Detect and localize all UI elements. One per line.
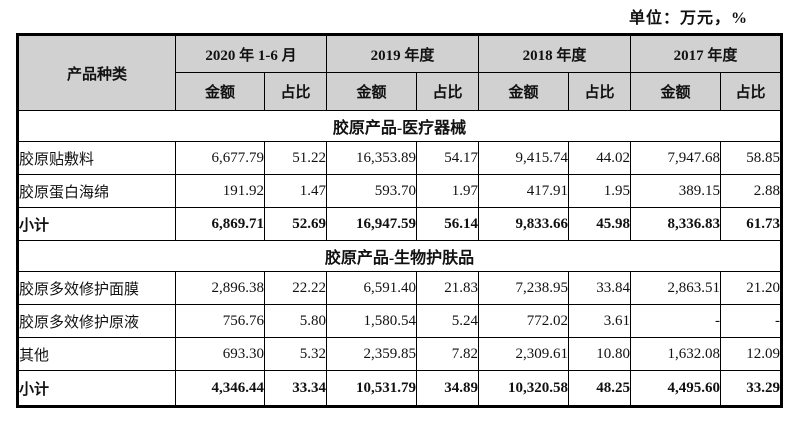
cell-ratio-2020: 22.22 [264, 271, 327, 305]
unit-label: 单位：万元，% [628, 10, 748, 27]
table-row-repair-serum: 胶原多效修护原液 756.76 5.80 1,580.54 5.24 772.0… [17, 304, 783, 338]
cell-amount-2017: 2,863.51 [630, 271, 722, 305]
col-header-amount-2017: 金额 [630, 72, 722, 111]
cell-ratio-2017: 2.88 [720, 174, 783, 208]
cell-amount-2020: 6,677.79 [175, 141, 265, 175]
cell-amount-2017: 4,495.60 [630, 370, 722, 407]
cell-ratio-2019: 1.97 [415, 174, 480, 208]
row-label: 小计 [17, 207, 176, 241]
table-row-subtotal-medical: 小计 6,869.71 52.69 16,947.59 56.14 9,833.… [17, 207, 783, 241]
row-label: 胶原蛋白海绵 [17, 174, 176, 208]
cell-ratio-2020: 5.32 [264, 337, 327, 371]
cell-ratio-2017: - [720, 304, 783, 338]
section-title: 胶原产品-生物护肤品 [16, 240, 783, 272]
col-header-amount-2020: 金额 [175, 72, 265, 111]
table-row-collagen-dressing: 胶原贴敷料 6,677.79 51.22 16,353.89 54.17 9,4… [17, 141, 783, 175]
cell-ratio-2018: 3.61 [568, 304, 632, 338]
col-header-period-2019: 2019 年度 [325, 34, 480, 73]
cell-amount-2018: 9,415.74 [478, 141, 570, 175]
section-header-bio-skincare: 胶原产品-生物护肤品 [16, 240, 783, 272]
row-label: 小计 [17, 370, 176, 407]
cell-amount-2020: 756.76 [175, 304, 265, 338]
cell-amount-2019: 6,591.40 [326, 271, 417, 305]
cell-ratio-2019: 21.83 [415, 271, 480, 305]
cell-ratio-2017: 61.73 [720, 207, 783, 241]
col-header-ratio-2018: 占比 [568, 72, 632, 111]
cell-amount-2020: 693.30 [175, 337, 265, 371]
cell-amount-2017: 8,336.83 [630, 207, 722, 241]
col-header-ratio-2020: 占比 [264, 72, 327, 111]
cell-amount-2019: 1,580.54 [326, 304, 417, 338]
cell-ratio-2018: 44.02 [568, 141, 632, 175]
cell-amount-2020: 2,896.38 [175, 271, 265, 305]
col-header-ratio-2019: 占比 [415, 72, 480, 111]
cell-amount-2019: 2,359.85 [326, 337, 417, 371]
col-header-product-category: 产品种类 [17, 34, 176, 111]
cell-amount-2018: 772.02 [478, 304, 570, 338]
col-header-ratio-2017: 占比 [720, 72, 783, 111]
cell-ratio-2019: 5.24 [415, 304, 480, 338]
table-row-other: 其他 693.30 5.32 2,359.85 7.82 2,309.61 10… [17, 337, 783, 371]
col-header-amount-2019: 金额 [326, 72, 417, 111]
section-title: 胶原产品-医疗器械 [16, 110, 783, 142]
cell-amount-2017: 7,947.68 [630, 141, 722, 175]
cell-amount-2017: 1,632.08 [630, 337, 722, 371]
cell-ratio-2020: 1.47 [264, 174, 327, 208]
cell-ratio-2020: 33.34 [264, 370, 327, 407]
cell-ratio-2018: 45.98 [568, 207, 632, 241]
cell-amount-2018: 10,320.58 [478, 370, 570, 407]
cell-ratio-2019: 7.82 [415, 337, 480, 371]
row-label: 胶原多效修护原液 [17, 304, 176, 338]
cell-amount-2020: 191.92 [175, 174, 265, 208]
row-label: 胶原贴敷料 [17, 141, 176, 175]
cell-ratio-2019: 56.14 [415, 207, 480, 241]
cell-amount-2018: 7,238.95 [478, 271, 570, 305]
cell-amount-2020: 6,869.71 [175, 207, 265, 241]
col-header-period-2020: 2020 年 1-6 月 [175, 34, 327, 73]
table-row-subtotal-skincare: 小计 4,346.44 33.34 10,531.79 34.89 10,320… [17, 370, 783, 407]
cell-amount-2018: 417.91 [478, 174, 570, 208]
cell-ratio-2020: 51.22 [264, 141, 327, 175]
cell-ratio-2018: 10.80 [568, 337, 632, 371]
col-header-period-2018: 2018 年度 [478, 34, 632, 73]
cell-amount-2019: 593.70 [326, 174, 417, 208]
cell-ratio-2019: 34.89 [415, 370, 480, 407]
cell-amount-2018: 2,309.61 [478, 337, 570, 371]
row-label: 其他 [17, 337, 176, 371]
section-header-medical-devices: 胶原产品-医疗器械 [16, 110, 783, 142]
cell-ratio-2017: 12.09 [720, 337, 783, 371]
table-row-repair-mask: 胶原多效修护面膜 2,896.38 22.22 6,591.40 21.83 7… [17, 271, 783, 305]
cell-amount-2020: 4,346.44 [175, 370, 265, 407]
cell-amount-2017: 389.15 [630, 174, 722, 208]
cell-ratio-2018: 1.95 [568, 174, 632, 208]
cell-ratio-2018: 48.25 [568, 370, 632, 407]
product-revenue-table: 产品种类 2020 年 1-6 月 2019 年度 2018 年度 2017 年… [16, 33, 784, 408]
cell-ratio-2017: 33.29 [720, 370, 783, 407]
cell-amount-2019: 10,531.79 [326, 370, 417, 407]
cell-ratio-2019: 54.17 [415, 141, 480, 175]
cell-ratio-2017: 21.20 [720, 271, 783, 305]
cell-ratio-2020: 52.69 [264, 207, 327, 241]
cell-amount-2017: - [630, 304, 722, 338]
cell-ratio-2020: 5.80 [264, 304, 327, 338]
cell-amount-2019: 16,947.59 [326, 207, 417, 241]
cell-amount-2018: 9,833.66 [478, 207, 570, 241]
row-label: 胶原多效修护面膜 [17, 271, 176, 305]
cell-ratio-2017: 58.85 [720, 141, 783, 175]
table-row-collagen-sponge: 胶原蛋白海绵 191.92 1.47 593.70 1.97 417.91 1.… [17, 174, 783, 208]
col-header-period-2017: 2017 年度 [630, 34, 783, 73]
col-header-amount-2018: 金额 [478, 72, 570, 111]
cell-amount-2019: 16,353.89 [326, 141, 417, 175]
cell-ratio-2018: 33.84 [568, 271, 632, 305]
